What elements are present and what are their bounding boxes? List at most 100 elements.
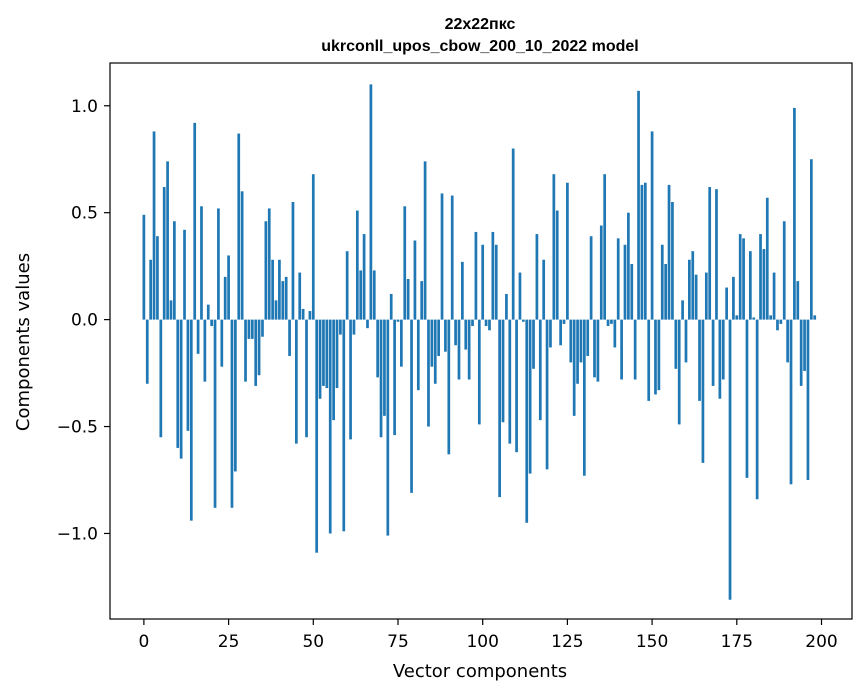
bar bbox=[793, 107, 796, 320]
chart-title: 22x22пкс bbox=[445, 16, 516, 33]
bar bbox=[704, 272, 708, 320]
bar bbox=[186, 319, 190, 431]
bar bbox=[339, 319, 342, 335]
bar bbox=[156, 236, 159, 320]
bar bbox=[200, 206, 203, 320]
bar bbox=[152, 131, 156, 320]
bar bbox=[471, 319, 474, 327]
y-tick-label: −0.5 bbox=[57, 418, 98, 438]
x-tick-label: 50 bbox=[302, 632, 324, 652]
bar bbox=[379, 319, 383, 438]
bar bbox=[396, 319, 400, 322]
bar bbox=[786, 319, 789, 363]
bar bbox=[576, 319, 579, 384]
bar bbox=[538, 319, 542, 421]
bar bbox=[193, 122, 197, 320]
bar bbox=[413, 240, 417, 320]
bar bbox=[416, 319, 420, 391]
bar bbox=[430, 319, 434, 367]
bar bbox=[420, 281, 424, 320]
bar bbox=[444, 319, 447, 352]
bar bbox=[291, 202, 295, 320]
bar bbox=[742, 238, 745, 320]
bar bbox=[603, 174, 607, 320]
x-tick-label: 150 bbox=[636, 632, 668, 652]
bar bbox=[606, 319, 610, 327]
bar bbox=[345, 251, 349, 320]
bar bbox=[813, 315, 817, 320]
bar bbox=[501, 319, 505, 423]
bar bbox=[799, 319, 803, 386]
bar bbox=[711, 319, 715, 386]
bar bbox=[220, 319, 224, 367]
bar bbox=[298, 272, 302, 320]
bar bbox=[549, 319, 552, 348]
bar bbox=[755, 319, 759, 500]
bar bbox=[643, 182, 647, 320]
bar bbox=[749, 251, 752, 320]
y-tick-label: −1.0 bbox=[57, 524, 98, 544]
bar bbox=[467, 319, 471, 380]
bar bbox=[294, 319, 298, 444]
chart-subtitle: ukrconll_upos_cbow_200_10_2022 model bbox=[321, 38, 638, 55]
bar bbox=[278, 259, 281, 320]
bar bbox=[660, 244, 664, 320]
bar bbox=[349, 319, 352, 440]
bar bbox=[403, 206, 407, 320]
bar bbox=[383, 319, 386, 416]
bar bbox=[210, 319, 213, 327]
bar bbox=[779, 319, 783, 324]
bar bbox=[789, 319, 793, 485]
bar bbox=[254, 319, 258, 386]
bar bbox=[237, 133, 241, 320]
bar bbox=[596, 319, 600, 382]
bar bbox=[393, 319, 396, 436]
bar bbox=[149, 259, 153, 320]
bar bbox=[809, 159, 813, 320]
bar bbox=[342, 319, 346, 532]
bar bbox=[559, 319, 562, 346]
bar bbox=[806, 319, 810, 480]
bar bbox=[586, 319, 590, 356]
bar bbox=[671, 202, 674, 320]
bar bbox=[650, 131, 654, 320]
bar bbox=[369, 84, 373, 320]
x-tick-label: 200 bbox=[805, 632, 837, 652]
bar bbox=[715, 189, 718, 320]
bar bbox=[359, 270, 363, 320]
bar bbox=[477, 319, 481, 425]
bar bbox=[782, 221, 786, 320]
bar bbox=[234, 319, 237, 472]
bar bbox=[498, 319, 501, 498]
bar bbox=[796, 281, 800, 320]
bar bbox=[803, 319, 806, 371]
y-tick-label: 1.0 bbox=[71, 97, 98, 117]
bar bbox=[461, 261, 464, 320]
bar bbox=[688, 259, 691, 320]
bar bbox=[437, 319, 440, 356]
bar bbox=[505, 293, 508, 320]
bar bbox=[284, 276, 288, 320]
bar bbox=[217, 208, 220, 320]
bar bbox=[261, 319, 264, 337]
bar bbox=[267, 208, 271, 320]
bar bbox=[145, 319, 149, 384]
bar bbox=[616, 238, 620, 320]
bar bbox=[488, 319, 491, 331]
bar bbox=[427, 319, 430, 427]
bar bbox=[691, 251, 695, 320]
bar bbox=[318, 319, 322, 399]
bar bbox=[698, 319, 701, 401]
bar bbox=[406, 278, 410, 320]
bar bbox=[352, 319, 356, 335]
bar bbox=[301, 308, 305, 320]
bar bbox=[677, 319, 681, 425]
bar bbox=[765, 197, 769, 320]
bar bbox=[271, 259, 274, 320]
x-axis-label: Vector components bbox=[393, 661, 567, 682]
bar bbox=[173, 221, 176, 320]
bar bbox=[732, 276, 735, 320]
bar bbox=[433, 319, 437, 384]
bar bbox=[674, 319, 678, 369]
bar bbox=[227, 255, 230, 320]
